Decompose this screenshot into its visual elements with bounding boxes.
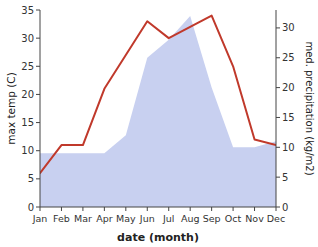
temperature-line <box>40 16 276 174</box>
y2-tick <box>276 147 280 148</box>
y-tick-label: 30 <box>21 33 34 44</box>
x-tick <box>233 207 234 211</box>
y-tick <box>36 150 40 151</box>
y2-tick-label: 0 <box>282 202 288 213</box>
x-tick <box>147 207 148 211</box>
y-tick <box>36 178 40 179</box>
y-tick <box>36 122 40 123</box>
y2-tick <box>276 207 280 208</box>
y-tick <box>36 94 40 95</box>
y-tick-label: 10 <box>21 145 34 156</box>
y2-tick-label: 5 <box>282 172 288 183</box>
y2-tick-label: 15 <box>282 112 295 123</box>
x-tick <box>104 207 105 211</box>
y2-tick <box>276 27 280 28</box>
y2-tick <box>276 57 280 58</box>
x-tick-label: Aug <box>181 213 200 224</box>
x-tick-label: Sep <box>203 213 221 224</box>
y-axis-label: max temp (C) <box>5 72 17 145</box>
y2-tick <box>276 117 280 118</box>
y-tick-label: 5 <box>28 173 34 184</box>
plot-area <box>40 16 276 207</box>
y-tick <box>36 38 40 39</box>
x-tick <box>125 207 126 211</box>
y-tick <box>36 10 40 11</box>
y-tick-label: 15 <box>21 117 34 128</box>
x-tick <box>276 207 277 211</box>
x-axis-line <box>40 207 276 208</box>
y-tick <box>36 66 40 67</box>
precipitation-area <box>40 16 276 207</box>
x-tick-label: Feb <box>53 213 70 224</box>
x-tick-label: Mar <box>74 213 92 224</box>
x-tick-label: Jul <box>162 213 174 224</box>
y2-tick <box>276 87 280 88</box>
x-axis-label: date (month) <box>117 231 199 244</box>
y2-tick-label: 25 <box>282 52 295 63</box>
x-tick-label: Nov <box>245 213 264 224</box>
x-tick <box>40 207 41 211</box>
x-tick-label: Oct <box>225 213 242 224</box>
x-tick-label: Dec <box>267 213 285 224</box>
y2-axis-label: med. precipitation (kg/m2) <box>304 41 315 175</box>
y-tick-label: 25 <box>21 61 34 72</box>
y2-tick-label: 20 <box>282 82 295 93</box>
y2-tick-label: 10 <box>282 142 295 153</box>
x-tick <box>190 207 191 211</box>
x-tick <box>61 207 62 211</box>
y-tick-label: 35 <box>21 5 34 16</box>
chart: 0 5 10 15 20 25 30 35 0 5 10 15 20 25 30 Jan Feb Mar AprMa… <box>0 0 318 247</box>
y2-tick-label: 30 <box>282 22 295 33</box>
x-tick-label: May <box>116 213 136 224</box>
y-tick-label: 20 <box>21 89 34 100</box>
y2-tick <box>276 177 280 178</box>
axes: 0 5 10 15 20 25 30 35 0 5 10 15 20 25 30 Jan Feb Mar AprMa… <box>21 5 294 225</box>
y-tick <box>36 207 40 208</box>
x-tick <box>168 207 169 211</box>
x-tick <box>211 207 212 211</box>
x-tick-label: Apr <box>96 213 113 224</box>
x-tick <box>82 207 83 211</box>
x-tick-label: Jan <box>32 213 48 224</box>
x-tick <box>254 207 255 211</box>
x-tick-label: Jun <box>139 213 155 224</box>
y-axis-line <box>40 10 41 207</box>
y-tick-label: 0 <box>28 202 34 213</box>
